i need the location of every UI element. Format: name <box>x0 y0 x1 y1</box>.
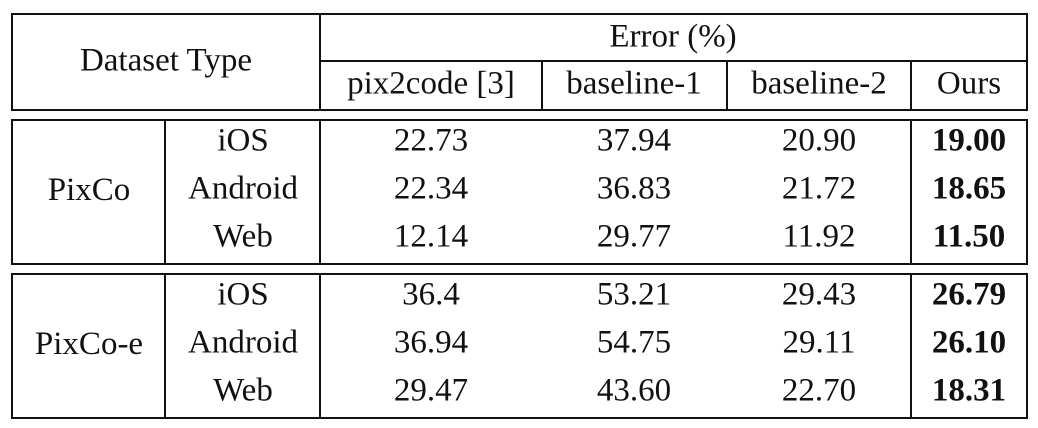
cell: 29.11 <box>782 325 855 361</box>
platform: Android <box>188 325 298 361</box>
table-rules <box>11 13 1028 419</box>
group-box <box>11 273 1028 419</box>
cell: 29.77 <box>597 219 671 255</box>
cell: 29.47 <box>394 373 468 409</box>
column-header: pix2code [3] <box>347 66 515 102</box>
platform: iOS <box>217 123 268 159</box>
cell: 22.34 <box>394 171 468 207</box>
cell: 26.10 <box>932 325 1006 361</box>
cell: 18.65 <box>932 171 1006 207</box>
cell: 20.90 <box>782 123 856 159</box>
cell: 11.50 <box>933 219 1005 255</box>
cell: 12.14 <box>394 219 468 255</box>
cell: 22.70 <box>782 373 856 409</box>
cell: 21.72 <box>782 171 856 207</box>
cell: 22.73 <box>394 123 468 159</box>
group-name: PixCo-e <box>35 326 143 362</box>
cell: 18.31 <box>932 373 1006 409</box>
cell: 26.79 <box>932 277 1006 313</box>
platform: Web <box>213 373 273 409</box>
column-header: Ours <box>937 66 1001 102</box>
cell: 11.92 <box>782 219 855 255</box>
cell: 53.21 <box>597 277 671 313</box>
cell: 43.60 <box>597 373 671 409</box>
cell: 37.94 <box>597 123 671 159</box>
cell: 54.75 <box>597 325 671 361</box>
cell: 19.00 <box>932 123 1006 159</box>
row-label-header: Dataset Type <box>80 43 252 79</box>
group-header: Error (%) <box>609 19 736 55</box>
cell: 29.43 <box>782 277 856 313</box>
column-header: baseline-2 <box>751 66 887 102</box>
cell: 36.94 <box>394 325 468 361</box>
column-header: baseline-1 <box>566 66 702 102</box>
platform: iOS <box>217 277 268 313</box>
platform: Web <box>213 219 273 255</box>
cell: 36.83 <box>597 171 671 207</box>
group-box <box>11 119 1028 265</box>
cell: 36.4 <box>402 277 460 313</box>
group-name: PixCo <box>48 172 131 208</box>
platform: Android <box>188 171 298 207</box>
